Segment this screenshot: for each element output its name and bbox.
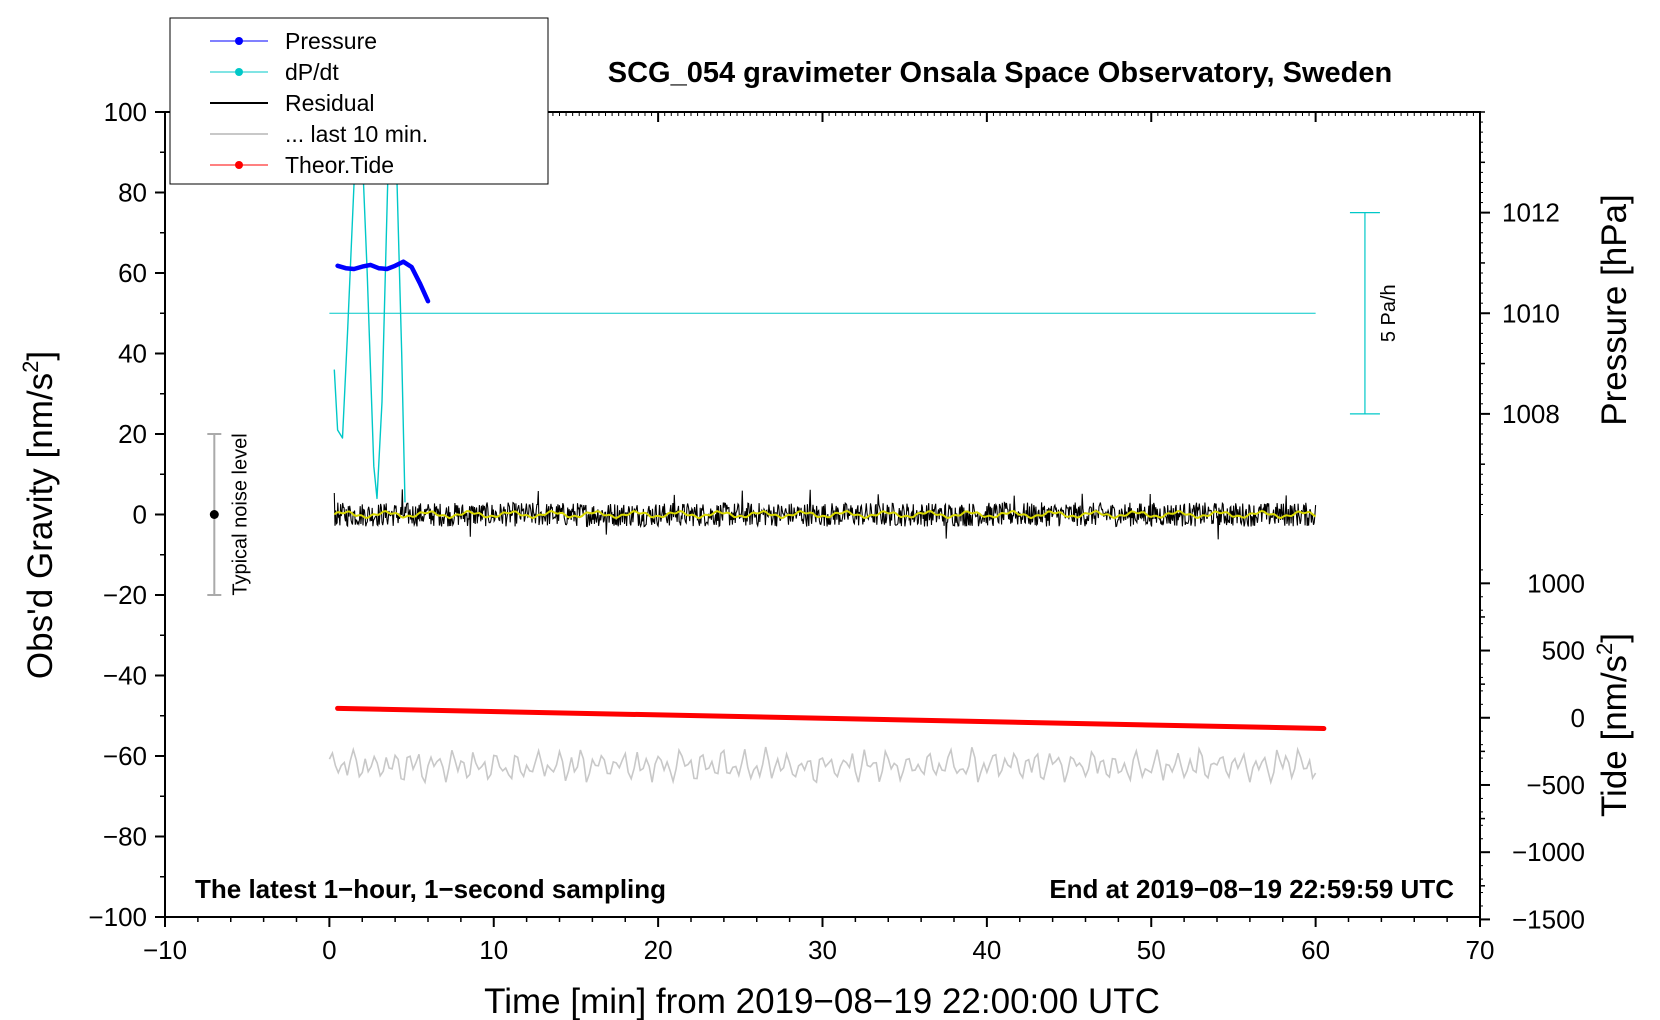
legend-label: Pressure bbox=[285, 28, 377, 54]
x-tick-label: 0 bbox=[322, 935, 336, 965]
legend-marker bbox=[235, 37, 243, 45]
y-axis-pressure: 1008 1010 1012 bbox=[1480, 111, 1560, 515]
tide-tick-label: 0 bbox=[1571, 703, 1585, 733]
x-axis-label: Time [min] from 2019−08−19 22:00:00 UTC bbox=[484, 982, 1160, 1020]
pressure-series bbox=[335, 259, 431, 304]
legend-marker bbox=[235, 161, 243, 169]
tide-axis-label-superscript: 2 bbox=[1592, 643, 1617, 655]
noise-bar-label: Typical noise level bbox=[229, 433, 251, 595]
x-tick-label: 60 bbox=[1301, 935, 1330, 965]
pressure-tick-label: 1008 bbox=[1502, 399, 1560, 429]
legend: Pressure dP/dt Residual ... last 10 min. The… bbox=[169, 17, 549, 185]
x-tick-label: 70 bbox=[1466, 935, 1495, 965]
pressure-line bbox=[335, 259, 431, 304]
y-axis-label-end: ] bbox=[21, 351, 60, 361]
y-tick-label: 80 bbox=[118, 178, 147, 208]
y-axis-label-text: Obs'd Gravity [nm/s bbox=[21, 373, 60, 679]
smoothed-residual-series bbox=[333, 509, 1317, 520]
tide-axis-label: Tide [nm/s2] bbox=[1592, 633, 1634, 817]
y-tick-label: −60 bbox=[103, 741, 147, 771]
annotation-end-time: End at 2019−08−19 22:59:59 UTC bbox=[1049, 874, 1454, 904]
x-tick-label: 10 bbox=[479, 935, 508, 965]
legend-label: Residual bbox=[285, 90, 375, 116]
legend-label: dP/dt bbox=[285, 59, 339, 85]
legend-label: ... last 10 min. bbox=[285, 121, 428, 147]
y-axis-tide: 1000 500 0 −500 −1000 −1500 bbox=[1480, 568, 1585, 934]
y-axis-label: Obs'd Gravity [nm/s2] bbox=[18, 351, 60, 679]
theor-tide-series bbox=[335, 705, 1327, 732]
tide-tick-label: −1000 bbox=[1512, 837, 1585, 867]
pressure-axis-label: Pressure [hPa] bbox=[1595, 194, 1634, 426]
last-10-min-line bbox=[328, 746, 1317, 786]
pressure-tick-label: 1012 bbox=[1502, 198, 1560, 228]
tide-axis-label-text: Tide [nm/s bbox=[1595, 655, 1634, 817]
x-tick-label: 40 bbox=[972, 935, 1001, 965]
y-tick-label: 40 bbox=[118, 339, 147, 369]
y-tick-label: −100 bbox=[88, 902, 147, 932]
x-tick-label: 20 bbox=[644, 935, 673, 965]
noise-level-bar: Typical noise level bbox=[207, 433, 251, 596]
dpdt-scale-bar: 5 Pa/h bbox=[1349, 212, 1400, 415]
x-tick-label: −10 bbox=[143, 935, 187, 965]
x-tick-label: 30 bbox=[808, 935, 837, 965]
y-tick-label: −40 bbox=[103, 661, 147, 691]
tide-axis-label-end: ] bbox=[1595, 633, 1634, 643]
scale-bar-label: 5 Pa/h bbox=[1378, 284, 1400, 342]
y-tick-label: −20 bbox=[103, 580, 147, 610]
y-axis-label-superscript: 2 bbox=[18, 361, 43, 373]
y-tick-label: 60 bbox=[118, 258, 147, 288]
tide-tick-label: 500 bbox=[1542, 636, 1585, 666]
legend-box bbox=[169, 17, 549, 185]
theor-tide-line bbox=[335, 705, 1327, 732]
last-10-min-series bbox=[328, 746, 1317, 786]
annotation-sampling: The latest 1−hour, 1−second sampling bbox=[195, 874, 666, 904]
y-tick-label: 100 bbox=[104, 97, 147, 127]
tide-tick-label: 1000 bbox=[1527, 568, 1585, 598]
tide-tick-label: −1500 bbox=[1512, 904, 1585, 934]
y-axis-gravity: −100 −80 −60 −40 −20 0 20 40 60 80 100 bbox=[88, 97, 165, 932]
legend-label: Theor.Tide bbox=[285, 152, 394, 178]
tide-tick-label: −500 bbox=[1526, 770, 1585, 800]
smoothed-residual-line bbox=[333, 509, 1317, 520]
pressure-tick-label: 1010 bbox=[1502, 298, 1560, 328]
noise-bar-point bbox=[209, 510, 219, 519]
y-tick-label: −80 bbox=[103, 822, 147, 852]
y-tick-label: 0 bbox=[133, 500, 147, 530]
chart-title: SCG_054 gravimeter Onsala Space Observat… bbox=[608, 57, 1392, 89]
y-tick-label: 20 bbox=[118, 419, 147, 449]
legend-marker bbox=[235, 68, 243, 76]
x-tick-label: 50 bbox=[1137, 935, 1166, 965]
